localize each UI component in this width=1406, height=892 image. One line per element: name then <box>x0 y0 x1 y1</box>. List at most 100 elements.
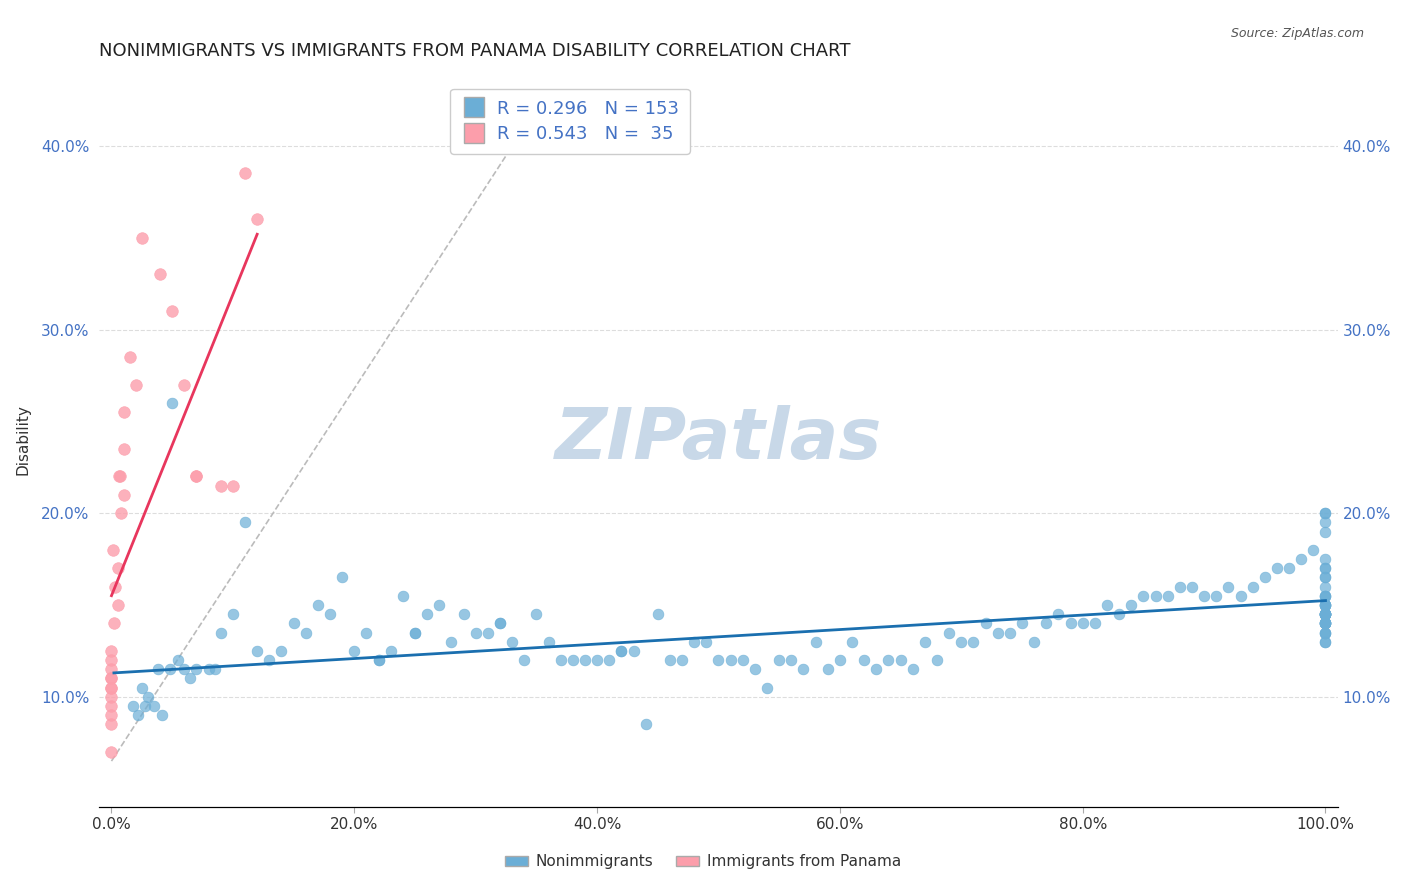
Point <box>100 698 122 713</box>
Point <box>392 589 415 603</box>
Point <box>1315 598 1337 612</box>
Point <box>1108 607 1130 622</box>
Point <box>658 653 681 667</box>
Point <box>623 644 645 658</box>
Point <box>792 662 814 676</box>
Point <box>118 350 141 364</box>
Point <box>186 662 208 676</box>
Point <box>610 644 633 658</box>
Text: ZIPatlas: ZIPatlas <box>555 405 882 475</box>
Point <box>780 653 803 667</box>
Point <box>1071 616 1094 631</box>
Point <box>1315 616 1337 631</box>
Point <box>222 478 245 492</box>
Point <box>841 634 863 648</box>
Point <box>1315 589 1337 603</box>
Point <box>440 634 463 648</box>
Point <box>1132 589 1154 603</box>
Point <box>380 644 402 658</box>
Point <box>100 745 122 759</box>
Point <box>115 855 138 869</box>
Point <box>1315 561 1337 575</box>
Point <box>865 662 887 676</box>
Point <box>112 405 135 419</box>
Point <box>1265 561 1288 575</box>
Point <box>1315 634 1337 648</box>
Point <box>1278 561 1301 575</box>
Point <box>695 634 717 648</box>
Point <box>671 653 693 667</box>
Point <box>1315 607 1337 622</box>
Point <box>890 653 912 667</box>
Point <box>127 708 149 723</box>
Point <box>100 672 122 686</box>
Point <box>416 607 439 622</box>
Point <box>131 230 153 244</box>
Point <box>925 653 948 667</box>
Point <box>100 653 122 667</box>
Point <box>107 469 129 483</box>
Point <box>1047 607 1070 622</box>
Point <box>246 212 269 227</box>
Point <box>877 653 900 667</box>
Point <box>101 542 124 557</box>
Point <box>197 662 219 676</box>
Point <box>283 616 305 631</box>
Point <box>720 653 742 667</box>
Point <box>1315 616 1337 631</box>
Point <box>356 625 378 640</box>
Point <box>914 634 936 648</box>
Point <box>1315 634 1337 648</box>
Point <box>404 625 426 640</box>
Point <box>1241 580 1264 594</box>
Point <box>901 662 924 676</box>
Point <box>307 598 329 612</box>
Point <box>1084 616 1107 631</box>
Point <box>1315 616 1337 631</box>
Point <box>1315 625 1337 640</box>
Point <box>179 672 201 686</box>
Point <box>270 644 292 658</box>
Point <box>744 662 766 676</box>
Point <box>1121 598 1143 612</box>
Point <box>1229 589 1251 603</box>
Point <box>1156 589 1178 603</box>
Point <box>100 644 122 658</box>
Point <box>683 634 706 648</box>
Point <box>1315 607 1337 622</box>
Point <box>1205 589 1227 603</box>
Point <box>1315 607 1337 622</box>
Point <box>974 616 997 631</box>
Point <box>160 396 183 410</box>
Point <box>1035 616 1057 631</box>
Legend: Nonimmigrants, Immigrants from Panama: Nonimmigrants, Immigrants from Panama <box>499 848 907 875</box>
Point <box>160 304 183 318</box>
Point <box>1144 589 1167 603</box>
Point <box>134 698 156 713</box>
Point <box>233 516 256 530</box>
Point <box>159 662 181 676</box>
Point <box>100 681 122 695</box>
Point <box>1168 580 1191 594</box>
Point <box>1315 598 1337 612</box>
Point <box>294 625 316 640</box>
Point <box>610 644 633 658</box>
Point <box>143 698 166 713</box>
Point <box>100 717 122 731</box>
Point <box>731 653 754 667</box>
Point <box>107 561 129 575</box>
Point <box>477 625 499 640</box>
Point <box>574 653 596 667</box>
Point <box>1315 598 1337 612</box>
Point <box>343 644 366 658</box>
Point <box>1315 616 1337 631</box>
Point <box>149 268 172 282</box>
Point <box>100 708 122 723</box>
Point <box>550 653 572 667</box>
Point <box>1218 580 1240 594</box>
Point <box>186 469 208 483</box>
Point <box>1315 607 1337 622</box>
Point <box>427 598 450 612</box>
Point <box>1315 598 1337 612</box>
Point <box>561 653 583 667</box>
